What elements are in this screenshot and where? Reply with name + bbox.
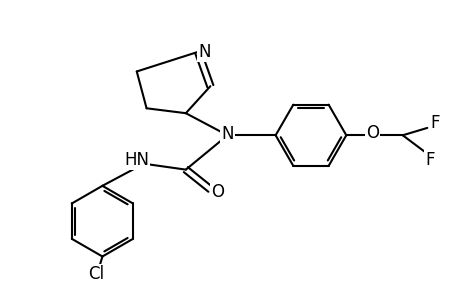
Text: F: F [429, 114, 438, 132]
Text: O: O [365, 124, 378, 142]
Text: N: N [221, 125, 233, 143]
Text: HN: HN [124, 151, 149, 169]
Text: O: O [211, 183, 224, 201]
Text: N: N [198, 43, 210, 61]
Text: Cl: Cl [88, 265, 104, 283]
Text: F: F [424, 151, 434, 169]
